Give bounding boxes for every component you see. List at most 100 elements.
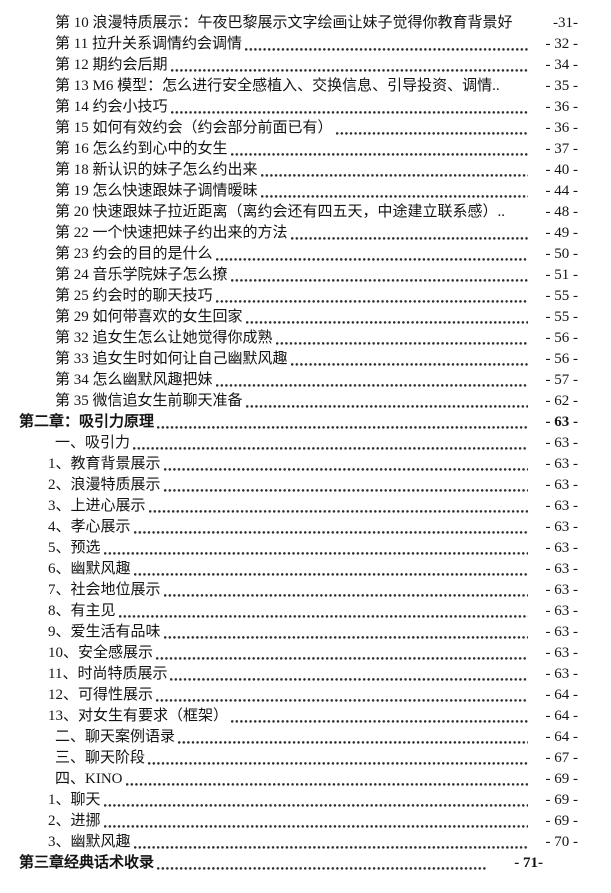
toc-entry-label: 4、孝心展示 [48, 519, 131, 535]
toc-leader-dots [215, 258, 528, 261]
toc-leader-dots [230, 279, 528, 282]
toc-entry-label: 二、聊天案例语录 [55, 729, 176, 745]
toc-entry[interactable]: 四、KINO - 69 - [0, 769, 611, 790]
toc-page-number: - 63 - [545, 624, 579, 640]
toc-leader-dots [133, 447, 528, 450]
toc-entry[interactable]: 第 15 如何有效约会（约会部分前面已有） - 36 - [0, 118, 611, 139]
toc-entry-label: 13、对女生有要求（框架） [48, 708, 229, 724]
toc-entry-label: 第 13 M6 模型：怎么进行安全感植入、交换信息、引导投资、调情.. [55, 78, 500, 94]
toc-entry-label: 2、进挪 [48, 813, 101, 829]
toc-entry[interactable]: 第 22 一个快速把妹子约出来的方法 - 49 - [0, 223, 611, 244]
toc-leader-dots [103, 825, 528, 828]
toc-entry[interactable]: 三、聊天阶段 - 67 - [0, 748, 611, 769]
toc-entry[interactable]: 13、对女生有要求（框架） - 64 - [0, 706, 611, 727]
table-of-contents: 第 10 浪漫特质展示：午夜巴黎展示文字绘画让妹子觉得你教育背景好 -31- 第 1… [0, 13, 611, 874]
toc-leader-dots [260, 174, 528, 177]
toc-entry[interactable]: 第 12 期约会后期 - 34 - [0, 55, 611, 76]
toc-page-number: - 63 - [545, 645, 579, 661]
toc-entry[interactable]: 1、聊天 - 69 - [0, 790, 611, 811]
toc-page-number: - 63 - [545, 477, 579, 493]
toc-leader-dots [157, 426, 528, 429]
toc-leader-dots [170, 111, 528, 114]
toc-leader-dots [170, 678, 528, 681]
toc-page-number: - 51 - [545, 267, 579, 283]
toc-leader-dots [245, 405, 528, 408]
toc-entry-label: 第 32 追女生怎么让她觉得你成熟 [55, 330, 273, 346]
toc-page-number: - 63 - [545, 519, 579, 535]
toc-entry[interactable]: 第 20 快速跟妹子拉近距离（离约会还有四五天，中途建立联系感）.. - 48 - [0, 202, 611, 223]
toc-page-number: - 63 - [545, 603, 579, 619]
toc-page-number: - 56 - [545, 330, 579, 346]
toc-entry-label: 第 25 约会时的聊天技巧 [55, 288, 213, 304]
toc-leader-dots [156, 699, 528, 702]
toc-entry[interactable]: 第 18 新认识的妹子怎么约出来 - 40 - [0, 160, 611, 181]
toc-page-number: - 64 - [545, 729, 579, 745]
toc-leader-dots [148, 762, 528, 765]
toc-page-number: - 36 - [545, 99, 579, 115]
toc-entry[interactable]: 第 35 微信追女生前聊天准备 - 62 - [0, 391, 611, 412]
toc-leader-dots [231, 720, 528, 723]
toc-page-number: - 32 - [545, 36, 579, 52]
toc-entry[interactable]: 2、浪漫特质展示 - 63 - [0, 475, 611, 496]
toc-entry[interactable]: 第 29 如何带喜欢的女生回家 - 55 - [0, 307, 611, 328]
toc-leader-dots [230, 153, 528, 156]
toc-page-number: - 37 - [545, 141, 579, 157]
toc-entry[interactable]: 8、有主见 - 63 - [0, 601, 611, 622]
toc-entry[interactable]: 第三章经典话术收录 - 71- [0, 853, 611, 874]
toc-leader-dots [178, 741, 528, 744]
toc-leader-dots [245, 321, 528, 324]
toc-entry-label: 第 33 追女生时如何让自己幽默风趣 [55, 351, 288, 367]
toc-entry[interactable]: 12、可得性展示 - 64 - [0, 685, 611, 706]
toc-entry-label: 第 12 期约会后期 [55, 57, 168, 73]
toc-entry[interactable]: 第 11 拉升关系调情约会调情 - 32 - [0, 34, 611, 55]
toc-entry[interactable]: 第 34 怎么幽默风趣把妹 - 57 - [0, 370, 611, 391]
toc-entry[interactable]: 第 14 约会小技巧 - 36 - [0, 97, 611, 118]
toc-entry[interactable]: 7、社会地位展示 - 63 - [0, 580, 611, 601]
toc-entry[interactable]: 第 16 怎么约到心中的女生 - 37 - [0, 139, 611, 160]
toc-entry[interactable]: 第 13 M6 模型：怎么进行安全感植入、交换信息、引导投资、调情.. - 35 … [0, 76, 611, 97]
toc-entry[interactable]: 第 19 怎么快速跟妹子调情暧昧 - 44 - [0, 181, 611, 202]
toc-leader-dots [133, 573, 528, 576]
toc-entry[interactable]: 3、幽默风趣 - 70 - [0, 832, 611, 853]
toc-entry[interactable]: 11、时尚特质展示 - 63 - [0, 664, 611, 685]
toc-entry[interactable]: 一、吸引力 - 63 - [0, 433, 611, 454]
toc-entry-label: 第 20 快速跟妹子拉近距离（离约会还有四五天，中途建立联系感）.. [55, 204, 506, 220]
toc-entry[interactable]: 9、爱生活有品味 - 63 - [0, 622, 611, 643]
toc-entry[interactable]: 4、孝心展示 - 63 - [0, 517, 611, 538]
toc-entry[interactable]: 6、幽默风趣 - 63 - [0, 559, 611, 580]
toc-leader-dots [290, 363, 528, 366]
toc-entry-label: 第 10 浪漫特质展示：午夜巴黎展示文字绘画让妹子觉得你教育背景好 [55, 15, 513, 31]
toc-entry[interactable]: 10、安全感展示 - 63 - [0, 643, 611, 664]
toc-leader-dots [133, 531, 528, 534]
toc-entry-label: 3、上进心展示 [48, 498, 146, 514]
toc-entry[interactable]: 第 10 浪漫特质展示：午夜巴黎展示文字绘画让妹子觉得你教育背景好 -31- [0, 13, 611, 34]
toc-entry[interactable]: 第二章：吸引力原理 - 63 - [0, 412, 611, 433]
toc-leader-dots [275, 342, 528, 345]
toc-entry[interactable]: 二、聊天案例语录 - 64 - [0, 727, 611, 748]
toc-entry-label: 第 35 微信追女生前聊天准备 [55, 393, 243, 409]
toc-entry[interactable]: 第 25 约会时的聊天技巧 - 55 - [0, 286, 611, 307]
toc-entry-label: 一、吸引力 [55, 435, 131, 451]
toc-page-number: - 56 - [545, 351, 579, 367]
toc-entry[interactable]: 第 32 追女生怎么让她觉得你成熟 - 56 - [0, 328, 611, 349]
toc-entry-label: 2、浪漫特质展示 [48, 477, 161, 493]
toc-entry[interactable]: 第 23 约会的目的是什么 - 50 - [0, 244, 611, 265]
toc-entry-label: 6、幽默风趣 [48, 561, 131, 577]
toc-entry[interactable]: 第 24 音乐学院妹子怎么撩 - 51 - [0, 265, 611, 286]
toc-entry[interactable]: 5、预选 - 63 - [0, 538, 611, 559]
toc-entry-label: 三、聊天阶段 [55, 750, 146, 766]
toc-entry[interactable]: 3、上进心展示 - 63 - [0, 496, 611, 517]
toc-page-number: - 69 - [545, 771, 579, 787]
toc-leader-dots [163, 594, 528, 597]
toc-entry[interactable]: 第 33 追女生时如何让自己幽默风趣 - 56 - [0, 349, 611, 370]
toc-page-number: - 64 - [545, 687, 579, 703]
toc-entry-label: 第 18 新认识的妹子怎么约出来 [55, 162, 258, 178]
toc-entry[interactable]: 1、教育背景展示 - 63 - [0, 454, 611, 475]
toc-entry-label: 第 19 怎么快速跟妹子调情暧昧 [55, 183, 258, 199]
toc-entry[interactable]: 2、进挪 - 69 - [0, 811, 611, 832]
toc-leader-dots [103, 552, 528, 555]
toc-entry-label: 7、社会地位展示 [48, 582, 161, 598]
toc-page-number: - 67 - [545, 750, 579, 766]
toc-page-number: - 63 - [545, 540, 579, 556]
